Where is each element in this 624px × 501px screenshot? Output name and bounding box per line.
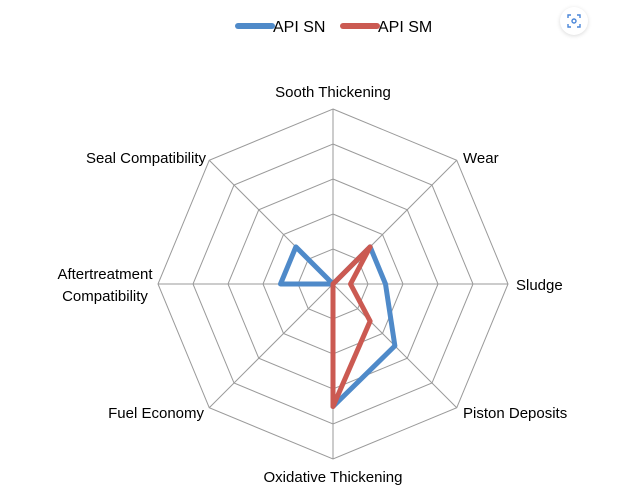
legend-label-api-sm: API SM xyxy=(378,19,432,36)
axis-label-fuel-economy: Fuel Economy xyxy=(108,405,204,422)
axis-label-sooth-thickening: Sooth Thickening xyxy=(275,84,391,101)
legend: API SN API SM xyxy=(235,19,432,36)
axis-label-sludge: Sludge xyxy=(516,277,563,294)
axis-label-oxidative-thickening: Oxidative Thickening xyxy=(264,469,403,486)
series-api-sm xyxy=(330,244,373,409)
axis-label-wear: Wear xyxy=(463,150,499,167)
axis-spoke xyxy=(208,283,334,409)
axis-label-aftertreatment-compatibility: Aftertreatment Compatibility xyxy=(57,266,153,305)
series-api-sn xyxy=(278,244,398,409)
axis-label-piston-deposits: Piston Deposits xyxy=(463,405,567,422)
axis-label-seal-compatibility: Seal Compatibility xyxy=(86,150,207,167)
scan-search-icon[interactable] xyxy=(560,7,588,35)
legend-label-api-sn: API SN xyxy=(273,19,325,36)
